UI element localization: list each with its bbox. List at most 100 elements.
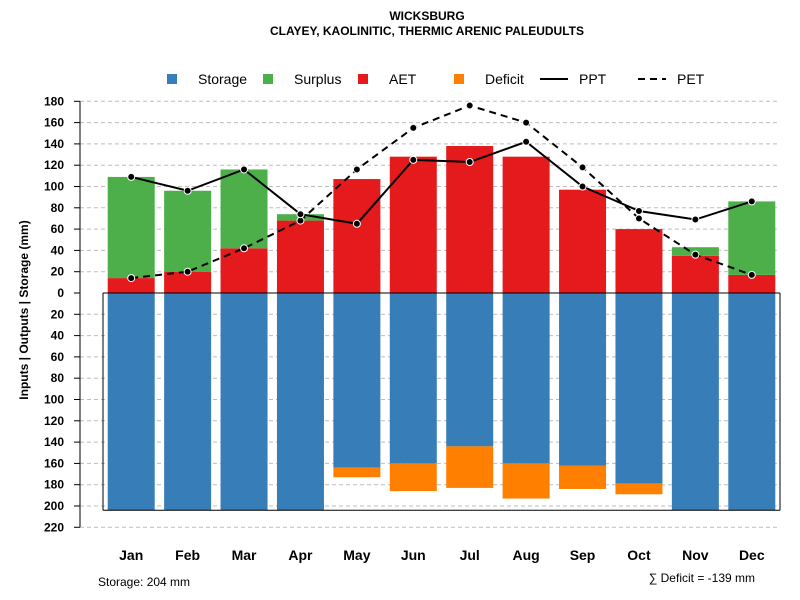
y-tick-label: 100	[44, 393, 64, 407]
aet-bar	[446, 146, 494, 293]
x-axis-labels: Jan Feb Mar Apr May Jun Jul Aug Sep Oct Nov Dec	[119, 547, 765, 563]
storage-bar	[333, 293, 381, 468]
storage-bar	[728, 293, 776, 511]
pet-point	[465, 101, 474, 110]
surplus-bar	[728, 201, 776, 275]
legend-swatch	[454, 74, 464, 84]
deficit-bar	[446, 446, 494, 488]
deficit-bar	[559, 465, 607, 489]
legend-swatch	[167, 74, 177, 84]
y-tick-label: 160	[44, 116, 64, 130]
y-tick-label: 120	[44, 414, 64, 428]
y-tick-label: 60	[51, 222, 65, 236]
deficit-bar	[389, 463, 437, 492]
aet-bar	[276, 220, 324, 293]
legend-swatch	[263, 74, 273, 84]
y-tick-label: 80	[51, 201, 65, 215]
chart-subtitle: CLAYEY, KAOLINITIC, THERMIC ARENIC PALEU…	[270, 24, 584, 38]
deficit-bar	[615, 483, 663, 495]
pet-point	[127, 274, 136, 283]
y-tick-label: 180	[44, 94, 64, 108]
chart-title: WICKSBURG	[389, 9, 464, 23]
month-label: Apr	[288, 547, 313, 563]
month-label: May	[343, 547, 370, 563]
storage-bar	[615, 293, 663, 484]
storage-bar	[389, 293, 437, 464]
ppt-line	[130, 140, 753, 225]
month-label: Jun	[401, 547, 426, 563]
pet-line	[131, 104, 753, 280]
ppt-point	[747, 197, 756, 206]
aet-bar	[615, 229, 663, 293]
y-tick-label: 200	[44, 499, 64, 513]
month-label: Jul	[460, 547, 480, 563]
legend-label: AET	[389, 71, 417, 87]
aet-bar	[164, 271, 212, 293]
pet-point	[522, 118, 531, 127]
ppt-point	[183, 186, 192, 195]
legend-label: Storage	[198, 71, 247, 87]
y-tick-label: 120	[44, 158, 64, 172]
y-tick-label: 60	[51, 350, 65, 364]
ppt-point	[127, 172, 136, 181]
y-tick-label: 160	[44, 456, 64, 470]
deficit-bar	[502, 463, 550, 499]
storage-bar	[220, 293, 268, 511]
ppt-point	[465, 158, 474, 167]
aet-bar	[728, 274, 776, 293]
y-tick-label: 40	[51, 329, 65, 343]
footer-deficit: ∑ Deficit = -139 mm	[649, 571, 755, 585]
month-label: Jan	[119, 547, 143, 563]
bars	[102, 146, 781, 511]
pet-point	[352, 165, 361, 174]
aet-bar	[389, 156, 437, 293]
surplus-bar	[164, 190, 212, 272]
aet-bar	[333, 179, 381, 293]
y-tick-label: 80	[51, 371, 65, 385]
ppt-point	[296, 210, 305, 219]
month-label: Oct	[627, 547, 651, 563]
legend: Storage Surplus AET Deficit PPT PET	[167, 71, 705, 87]
legend-label: PET	[677, 71, 705, 87]
pet-point	[691, 250, 700, 259]
month-label: Nov	[682, 547, 709, 563]
y-tick-label: 0	[57, 286, 64, 300]
month-label: Mar	[232, 547, 257, 563]
y-tick-label: 100	[44, 180, 64, 194]
storage-bar	[164, 293, 212, 511]
series-lines	[127, 101, 756, 283]
month-label: Dec	[739, 547, 765, 563]
ppt-point	[691, 215, 700, 224]
storage-bar	[671, 293, 719, 511]
surplus-bar	[107, 176, 155, 279]
storage-bar	[502, 293, 550, 464]
pet-point	[183, 267, 192, 276]
pet-point	[578, 163, 587, 172]
month-label: Sep	[570, 547, 596, 563]
deficit-bar	[333, 467, 381, 478]
month-label: Aug	[513, 547, 540, 563]
y-axis: 180 160 140 120 100 80 60 40 200 20 40 60 80 100 120 14…	[44, 94, 81, 534]
legend-label: PPT	[579, 71, 607, 87]
aet-bar	[502, 156, 550, 293]
storage-bar	[107, 293, 155, 511]
pet-point	[240, 244, 249, 253]
ppt-point	[240, 165, 249, 174]
pet-point	[409, 123, 418, 132]
y-tick-label: 20	[51, 265, 65, 279]
ppt-point	[352, 219, 361, 228]
y-tick-label: 40	[51, 243, 65, 257]
aet-bar	[107, 278, 155, 293]
legend-swatch	[358, 74, 368, 84]
storage-bar	[446, 293, 494, 447]
footer-storage: Storage: 204 mm	[98, 575, 190, 589]
pet-point	[747, 270, 756, 279]
y-tick-label: 140	[44, 435, 64, 449]
y-tick-label: 140	[44, 137, 64, 151]
storage-bar	[276, 293, 324, 511]
ppt-point	[634, 206, 643, 215]
aet-bar	[671, 255, 719, 293]
ppt-point	[578, 182, 587, 191]
y-axis-label: Inputs | Outputs | Storage (mm)	[17, 220, 31, 399]
